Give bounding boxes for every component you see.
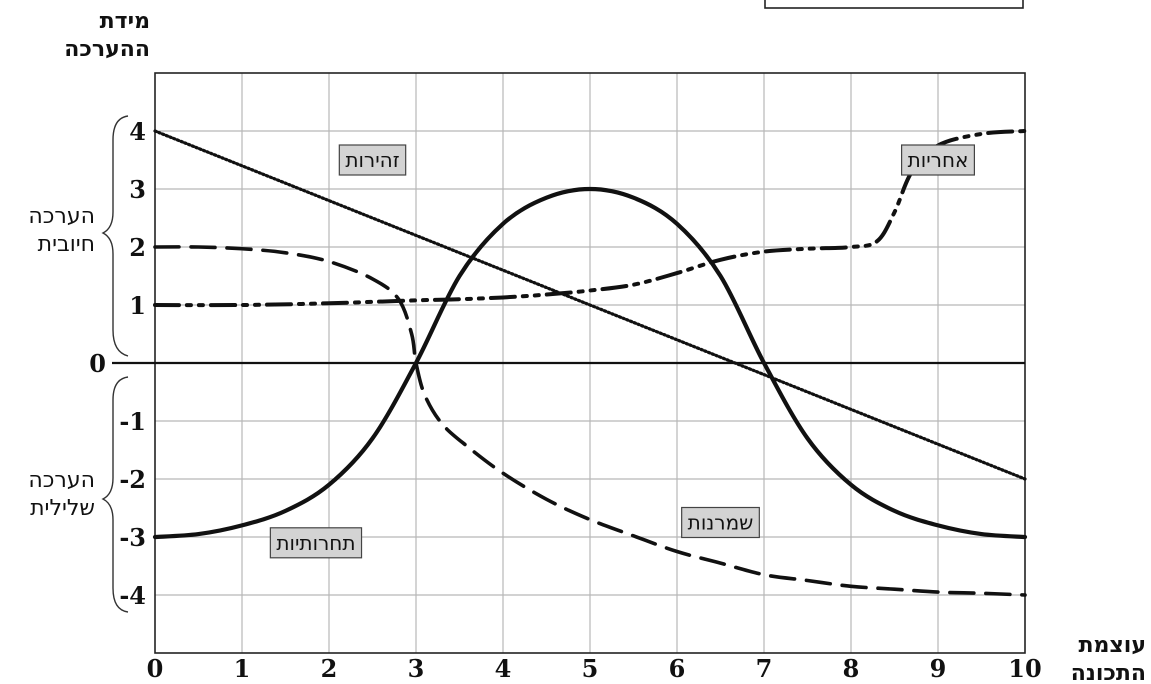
- series-line: [153, 245, 1027, 597]
- y-tick-label: -3: [119, 523, 146, 552]
- x-tick-label: 3: [408, 654, 425, 683]
- x-tick-label: 10: [1008, 654, 1041, 683]
- y-tick-label: 4: [129, 117, 146, 146]
- series-line: [152, 186, 1028, 540]
- x-tick-label: 0: [147, 654, 164, 683]
- x-tick-label: 1: [234, 654, 251, 683]
- y-axis-title-line2: ההערכה: [64, 37, 150, 62]
- series-tag-box: [901, 144, 975, 176]
- positive-group-brace: [101, 115, 129, 357]
- series-tag: שמרנות: [681, 506, 760, 539]
- x-tick-label: 9: [930, 654, 947, 683]
- y-tick-label: 0: [89, 349, 106, 378]
- negative-group-brace: [101, 376, 129, 613]
- series-line: [153, 129, 1027, 481]
- y-tick-label: -2: [119, 465, 146, 494]
- x-axis-title-line2: התכונה: [1071, 661, 1146, 684]
- series-tag: אחריות: [901, 144, 975, 176]
- series-tag: זהירות: [338, 144, 407, 176]
- x-axis-title-line1: עוצמת: [1078, 633, 1146, 658]
- y-tick-label: 3: [129, 175, 146, 204]
- x-tick-label: 7: [756, 654, 773, 683]
- legend-box: [764, 0, 1024, 9]
- y-axis-title-line1: מידת: [100, 9, 150, 34]
- series-tag-label: שמרנות: [688, 511, 754, 535]
- x-tick-label: 5: [582, 654, 599, 683]
- y-tick-label: -4: [119, 581, 146, 610]
- positive-group-line1: הערכה: [28, 204, 95, 229]
- series-tag-box: [269, 527, 363, 559]
- series-tag: תחרותיות: [269, 527, 363, 559]
- negative-group-line2: שלילית: [30, 496, 95, 521]
- series: [152, 129, 1028, 597]
- y-tick-label: -1: [119, 407, 146, 436]
- series-tag-label: זהירות: [345, 148, 399, 172]
- series-tag-box: [338, 144, 407, 176]
- series-tags: זהירות אחריות תחרותיות שמרנות: [269, 144, 975, 559]
- y-tick-label: 2: [129, 233, 146, 262]
- y-tick-label: 1: [129, 291, 146, 320]
- series-line: [153, 129, 1027, 308]
- series-tag-box: [681, 506, 760, 539]
- series-tag-label: אחריות: [908, 148, 969, 172]
- x-tick-label: 6: [669, 654, 686, 683]
- x-tick-label: 4: [495, 654, 512, 683]
- negative-group-line1: הערכה: [28, 468, 95, 493]
- x-tick-label: 2: [321, 654, 338, 683]
- x-tick-label: 8: [843, 654, 860, 683]
- positive-group-line2: חיובית: [38, 232, 95, 257]
- series-tag-label: תחרותיות: [276, 531, 355, 555]
